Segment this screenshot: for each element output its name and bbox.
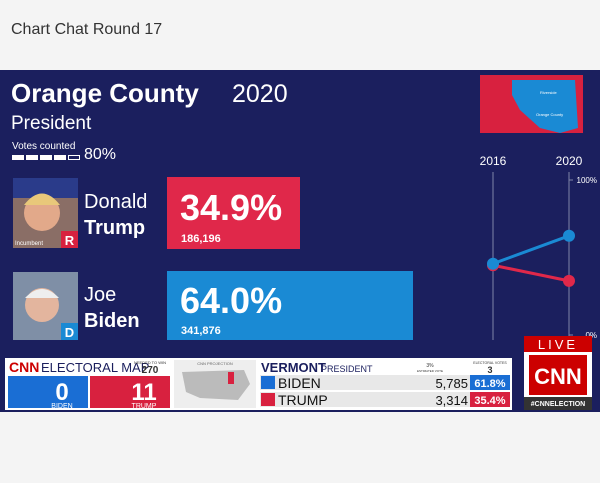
votes: 341,876	[181, 325, 221, 337]
projection: CNN PROJECTION	[197, 361, 233, 366]
row-photo	[261, 393, 275, 406]
cnn-logo-bg	[529, 355, 587, 395]
party: R	[65, 233, 75, 248]
badge: Incumbent	[15, 241, 43, 247]
hair	[24, 193, 60, 205]
trend-line	[492, 263, 570, 283]
row-pct: 35.4%	[474, 395, 505, 407]
ticker-title: ELECTORAL MAP	[41, 360, 149, 375]
last-name: Biden	[84, 310, 140, 332]
row-pct-bg	[470, 392, 510, 407]
result-box	[167, 271, 413, 340]
state-rows: BIDEN 5,785 61.8% TRUMP 3,314 35.4%	[260, 375, 510, 408]
row-pct-bg	[470, 375, 510, 390]
row-bg	[260, 392, 510, 407]
year: 2020	[232, 80, 288, 108]
page-title: Chart Chat Round 17	[11, 21, 162, 38]
party-badge	[61, 231, 78, 248]
first-name: Donald	[84, 191, 147, 213]
photo-bg	[13, 178, 78, 198]
map-county	[512, 80, 578, 133]
county: Orange County	[11, 78, 199, 108]
live: LIVE	[538, 337, 578, 352]
live-bar	[524, 336, 592, 352]
row-votes: 5,785	[435, 376, 468, 391]
hashtag-bar	[524, 397, 592, 410]
cnn-logo: CNN	[534, 364, 582, 389]
party-badge	[61, 323, 78, 340]
votes: 186,196	[181, 233, 221, 245]
needed: 270	[142, 365, 159, 376]
trend-point	[563, 274, 575, 287]
votes-counted: 80%	[84, 146, 116, 163]
state	[228, 372, 234, 384]
row-name: TRUMP	[278, 392, 328, 408]
party: D	[65, 325, 74, 340]
state-name: VERMONT	[261, 360, 326, 375]
expected: 3%	[426, 363, 434, 369]
x-label: 2020	[556, 154, 583, 168]
percent: 64.0%	[180, 280, 282, 321]
ev-label: ELECTORAL VOTES	[473, 361, 507, 365]
trend-chart: 2016 2020 100% 0%	[480, 154, 597, 340]
ev-name: BIDEN	[51, 403, 72, 410]
map-label: Orange County	[536, 112, 563, 117]
trump-ev-box	[90, 376, 170, 408]
ticker-brand: CNN	[9, 359, 39, 375]
x-label: 2016	[480, 154, 507, 168]
row-votes: 3,314	[435, 393, 468, 408]
row-bg	[260, 375, 510, 390]
trend-point	[563, 229, 575, 242]
row-name: BIDEN	[278, 375, 321, 391]
ev: 0	[55, 379, 68, 406]
votes-counted-label: Votes counted	[12, 141, 75, 152]
state-ev: 3	[487, 365, 492, 375]
state-race: PRESIDENT	[321, 364, 373, 374]
expected-label: ESTIMATED VOTE	[417, 369, 443, 373]
hashtag: #CNNELECTION	[531, 401, 585, 408]
ev: 11	[131, 379, 156, 406]
percent: 34.9%	[180, 187, 282, 228]
y-label: 0%	[585, 331, 597, 340]
map-label: Riverside	[540, 90, 557, 95]
row-pct: 61.8%	[474, 378, 505, 390]
progress	[12, 155, 80, 160]
first-name: Joe	[84, 284, 116, 306]
last-name: Trump	[84, 217, 145, 239]
result-box	[167, 177, 300, 249]
trend-point	[487, 257, 499, 270]
trend-line	[492, 234, 570, 266]
y-label: 100%	[577, 176, 597, 185]
row-photo	[261, 376, 275, 389]
hair	[25, 289, 59, 298]
needed-label: NEEDED TO WIN	[134, 360, 166, 365]
ev-name: TRUMP	[132, 403, 157, 410]
race: President	[11, 113, 92, 134]
biden-ev-box	[8, 376, 88, 408]
